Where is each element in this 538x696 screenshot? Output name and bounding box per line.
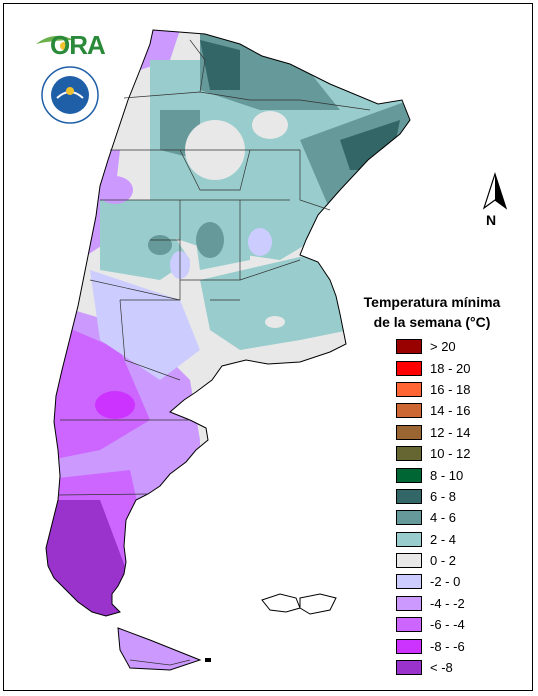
legend-item: 14 - 16	[396, 400, 470, 421]
legend-swatch	[396, 553, 422, 569]
legend-label: 12 - 14	[430, 424, 471, 440]
legend-swatch	[396, 574, 422, 590]
legend-item: 6 - 8	[396, 486, 470, 507]
ora-leaf-icon	[36, 35, 74, 50]
legend-item: 2 - 4	[396, 529, 470, 550]
ora-logo: ORA	[34, 30, 106, 60]
legend-label: < -8	[430, 660, 453, 676]
ora-logo-text: ORA	[50, 30, 106, 60]
legend-label: 4 - 6	[430, 510, 457, 526]
legend-item: 12 - 14	[396, 422, 470, 443]
legend-label: 10 - 12	[430, 446, 471, 462]
legend-swatch	[396, 531, 422, 547]
legend-swatch	[396, 510, 422, 526]
legend-item: 0 - 2	[396, 550, 470, 571]
legend-label: -4 - -2	[430, 595, 465, 611]
legend-item: -8 - -6	[396, 635, 470, 656]
legend-label: 18 - 20	[430, 360, 471, 376]
legend-label: 2 - 4	[430, 531, 457, 547]
legend-items: > 20 18 - 20 16 - 18 14 - 16 12 - 14 10 - 12 8…	[396, 336, 470, 678]
north-label: N	[486, 212, 497, 228]
legend-title-line1: Temperatura mínima	[363, 294, 501, 310]
legend-label: 14 - 16	[430, 403, 471, 419]
legend-swatch	[396, 467, 422, 483]
legend-item: < -8	[396, 657, 470, 678]
legend-swatch	[396, 403, 422, 419]
legend-swatch	[396, 660, 422, 676]
legend-swatch	[396, 595, 422, 611]
legend-swatch	[396, 617, 422, 633]
legend-title-line2: de la semana (°C)	[373, 314, 491, 330]
legend-label: > 20	[430, 339, 456, 355]
legend: Temperatura mínima de la semana (°C) > 2…	[346, 292, 528, 676]
legend-swatch	[396, 638, 422, 654]
legend-swatch	[396, 381, 422, 397]
north-arrow-icon	[482, 172, 508, 210]
legend-label: -8 - -6	[430, 638, 465, 654]
legend-swatch	[396, 339, 422, 355]
legend-swatch	[396, 446, 422, 462]
legend-label: 0 - 2	[430, 553, 457, 569]
legend-item: -4 - -2	[396, 593, 470, 614]
legend-item: > 20	[396, 336, 470, 357]
legend-label: 8 - 10	[430, 467, 464, 483]
smn-logo	[41, 66, 99, 124]
north-arrow: N	[480, 172, 510, 232]
legend-item: 4 - 6	[396, 507, 470, 528]
legend-label: -2 - 0	[430, 574, 461, 590]
legend-item: 18 - 20	[396, 357, 470, 378]
legend-item: 16 - 18	[396, 379, 470, 400]
legend-swatch	[396, 360, 422, 376]
legend-label: 16 - 18	[430, 381, 471, 397]
legend-item: 10 - 12	[396, 443, 470, 464]
legend-label: -6 - -4	[430, 617, 465, 633]
smn-emblem-icon	[41, 66, 99, 124]
legend-item: -6 - -4	[396, 614, 470, 635]
legend-item: 8 - 10	[396, 464, 470, 485]
legend-item: -2 - 0	[396, 571, 470, 592]
legend-swatch	[396, 424, 422, 440]
legend-label: 6 - 8	[430, 488, 457, 504]
legend-swatch	[396, 488, 422, 504]
